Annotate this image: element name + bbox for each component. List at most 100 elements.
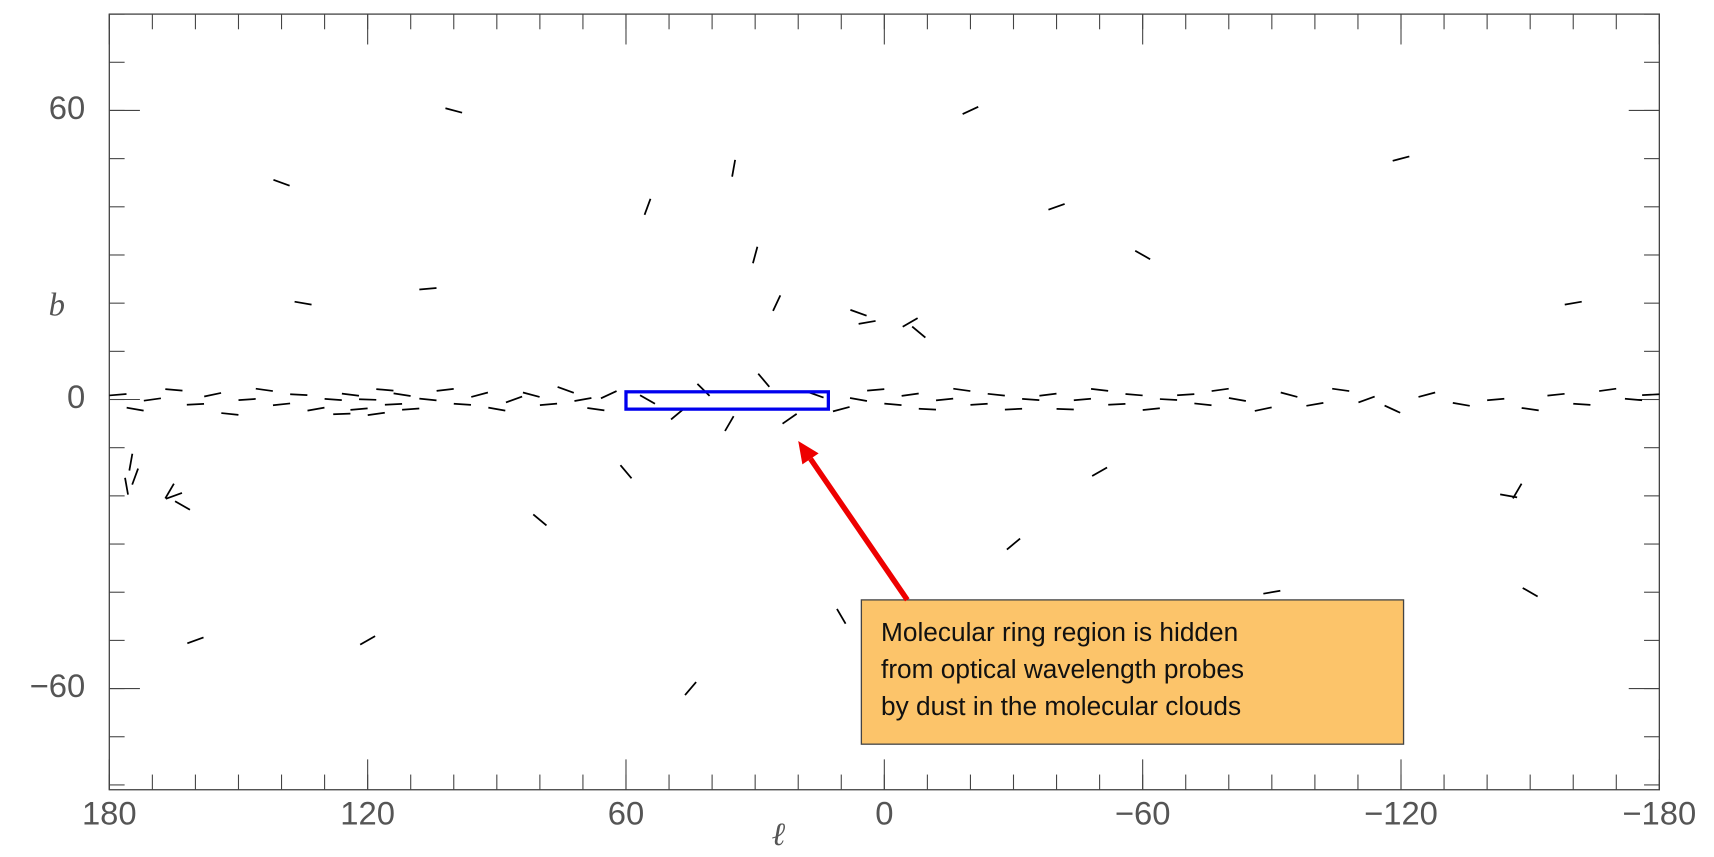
polarization-vector — [174, 500, 191, 511]
polarization-vector — [849, 397, 868, 402]
polarization-vector — [1418, 391, 1436, 398]
polarization-vector — [600, 390, 617, 400]
x-tick-label: 0 — [875, 794, 893, 831]
region-box — [624, 390, 830, 411]
x-tick-label: 60 — [608, 794, 644, 831]
x-tick-label: 180 — [82, 794, 137, 831]
annotation-text: by dust in the molecular clouds — [881, 691, 1241, 721]
polarization-vector — [757, 373, 770, 388]
polarization-vector — [696, 383, 711, 397]
polarization-vector — [384, 403, 403, 406]
polarization-vector — [333, 412, 351, 416]
polarization-vector — [419, 287, 437, 291]
polarization-vector — [1358, 395, 1375, 404]
polarization-vector — [187, 636, 204, 645]
polarization-vector — [1194, 402, 1212, 407]
polarization-vector — [902, 317, 919, 328]
polarization-vector — [1280, 391, 1298, 398]
polarization-vector — [684, 681, 697, 696]
x-tick-label: −180 — [1622, 794, 1696, 831]
polarization-vector — [471, 391, 489, 398]
polarization-vector — [1332, 387, 1350, 392]
polarization-vector — [359, 635, 376, 646]
polarization-vector — [1564, 300, 1582, 306]
polarization-vector — [186, 403, 205, 406]
polarization-vector — [1263, 589, 1281, 595]
polarization-vector — [1142, 407, 1160, 411]
polarization-vector — [858, 320, 876, 325]
polarization-vector — [436, 387, 454, 392]
annotation-text: Molecular ring region is hidden — [881, 617, 1238, 647]
arrow-head — [798, 440, 819, 465]
polarization-vector — [445, 107, 463, 114]
polarization-vector — [1004, 407, 1023, 411]
polarization-vector — [752, 246, 759, 264]
y-tick-label: 0 — [67, 378, 85, 415]
polarization-vector — [131, 468, 139, 485]
polarization-vector — [522, 391, 540, 398]
polarization-vector — [359, 398, 377, 401]
polarization-vector — [1125, 393, 1143, 397]
polarization-vector — [1547, 392, 1565, 397]
polarization-vector — [164, 483, 175, 499]
polarization-vector — [143, 397, 162, 402]
polarization-vector — [724, 415, 735, 432]
polarization-vector — [324, 398, 342, 401]
y-tick-label: −60 — [30, 667, 86, 704]
polarization-vector — [272, 402, 291, 407]
polarization-vector — [1452, 401, 1470, 407]
x-axis-label: ℓ — [771, 817, 785, 853]
polarization-vector — [419, 397, 437, 402]
polarization-vector — [221, 412, 239, 416]
polarization-vector — [539, 402, 558, 406]
polarization-vector — [290, 393, 308, 397]
polarization-vector — [1048, 203, 1065, 211]
polarization-vector — [836, 608, 847, 625]
polarization-vector — [970, 402, 988, 406]
polarization-vector — [1091, 466, 1108, 477]
polarization-vector — [341, 392, 360, 397]
polarization-vector — [987, 392, 1005, 397]
polarization-vector — [884, 402, 902, 406]
polarization-vector — [126, 406, 144, 412]
annotation-box — [860, 599, 1405, 745]
polarization-vector — [532, 513, 548, 527]
polarization-vector — [911, 325, 926, 339]
polarization-vector — [619, 464, 633, 479]
polarization-vector — [165, 492, 183, 500]
x-tick-label: −120 — [1364, 794, 1438, 831]
polarization-vector — [505, 395, 523, 404]
polarization-vector — [1056, 407, 1074, 411]
polarization-vector — [109, 393, 127, 397]
polarization-vector — [1177, 393, 1195, 397]
polarization-vector — [165, 388, 183, 392]
polarization-vector — [307, 406, 325, 412]
polarization-vector — [772, 295, 782, 312]
polarization-vector — [1228, 397, 1247, 402]
polarization-vector — [350, 407, 368, 411]
polarization-vector — [1522, 587, 1539, 598]
polarization-vector — [204, 392, 222, 398]
polarization-vector — [1599, 387, 1617, 392]
polarization-vector — [587, 407, 605, 412]
polarization-vector — [1022, 398, 1040, 401]
polarization-vector — [453, 402, 472, 406]
polarization-vector — [901, 392, 919, 397]
polarization-vector — [935, 397, 954, 402]
polarization-vector — [1521, 407, 1539, 412]
polarization-vector — [367, 411, 385, 417]
polarization-vector — [1039, 392, 1057, 397]
polarization-vector — [1159, 398, 1178, 401]
y-tick-label: 60 — [49, 89, 85, 126]
polarization-vector — [953, 387, 971, 392]
polarization-vector — [273, 178, 290, 187]
annotation-text: from optical wavelength probes — [881, 654, 1244, 684]
polarization-vector — [393, 392, 411, 397]
polarization-vector — [1073, 397, 1092, 402]
polarization-vector — [962, 106, 979, 115]
polarization-vector — [488, 406, 506, 412]
polarization-vector — [1306, 401, 1324, 407]
polarization-vector — [376, 388, 394, 392]
